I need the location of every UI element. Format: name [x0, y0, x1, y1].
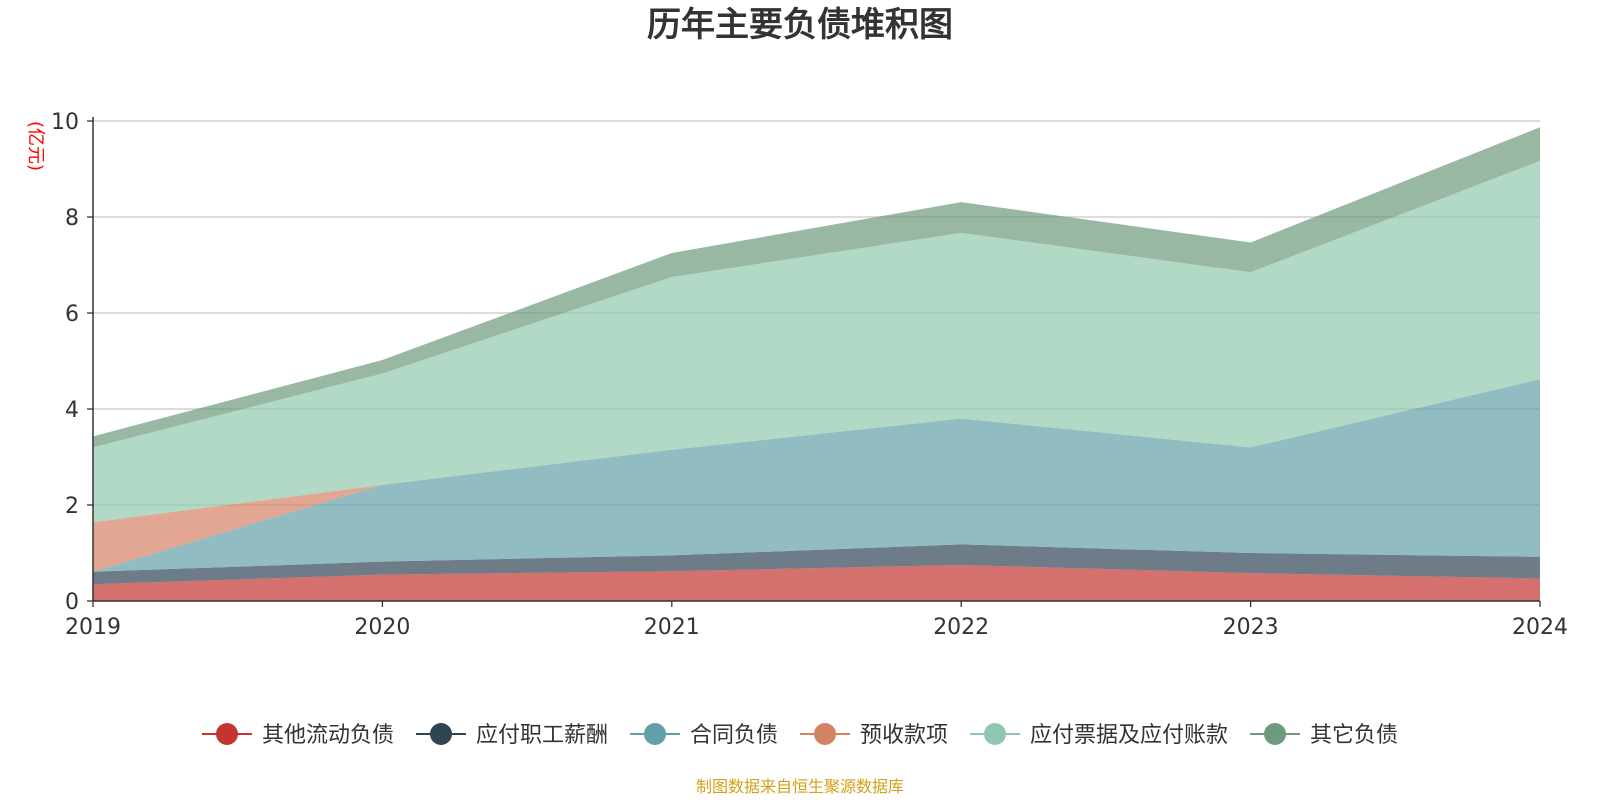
- chart-title: 历年主要负债堆积图: [647, 5, 953, 45]
- legend-label: 其它负债: [1310, 723, 1398, 748]
- source-note: 制图数据来自恒生聚源数据库: [696, 777, 904, 796]
- x-tick-label: 2024: [1512, 615, 1568, 640]
- x-tick-label: 2019: [65, 615, 121, 640]
- y-tick-label: 0: [65, 590, 79, 615]
- area-series-group: [93, 127, 1540, 601]
- area-series-2: [93, 544, 1540, 585]
- y-tick-label: 6: [65, 302, 79, 327]
- legend-label: 其他流动负债: [262, 723, 394, 748]
- legend: 其他流动负债 应付职工薪酬 合同负债 预收款项 应付票据及应付账款 其它负债: [202, 723, 1398, 748]
- x-tick-label: 2023: [1223, 615, 1279, 640]
- legend-circle-icon: [430, 723, 452, 745]
- area-series-5: [93, 160, 1540, 523]
- legend-item-6[interactable]: 其它负债: [1250, 723, 1398, 748]
- x-tick-label: 2022: [933, 615, 989, 640]
- legend-item-3[interactable]: 合同负债: [630, 723, 778, 748]
- legend-item-1[interactable]: 其他流动负债: [202, 723, 394, 748]
- area-series-3: [93, 379, 1540, 572]
- legend-circle-icon: [216, 723, 238, 745]
- axes: 0 2 4 6 8 10 2019 2020 2021 2022 2023 2024: [51, 110, 1568, 640]
- legend-circle-icon: [1264, 723, 1286, 745]
- x-tick-label: 2020: [354, 615, 410, 640]
- y-tick-label: 4: [65, 398, 79, 423]
- y-tick-label: 2: [65, 494, 79, 519]
- area-series-1: [93, 565, 1540, 601]
- legend-label: 预收款项: [860, 723, 948, 748]
- legend-item-4[interactable]: 预收款项: [800, 723, 948, 748]
- y-axis-unit-label: (亿元): [25, 121, 46, 171]
- legend-circle-icon: [814, 723, 836, 745]
- legend-item-5[interactable]: 应付票据及应付账款: [970, 723, 1228, 748]
- y-tick-label: 8: [65, 206, 79, 231]
- legend-label: 应付职工薪酬: [476, 723, 608, 748]
- x-tick-label: 2021: [644, 615, 700, 640]
- legend-circle-icon: [984, 723, 1006, 745]
- legend-label: 合同负债: [690, 723, 778, 748]
- y-tick-label: 10: [51, 110, 79, 135]
- legend-circle-icon: [644, 723, 666, 745]
- legend-item-2[interactable]: 应付职工薪酬: [416, 723, 608, 748]
- legend-label: 应付票据及应付账款: [1030, 723, 1228, 748]
